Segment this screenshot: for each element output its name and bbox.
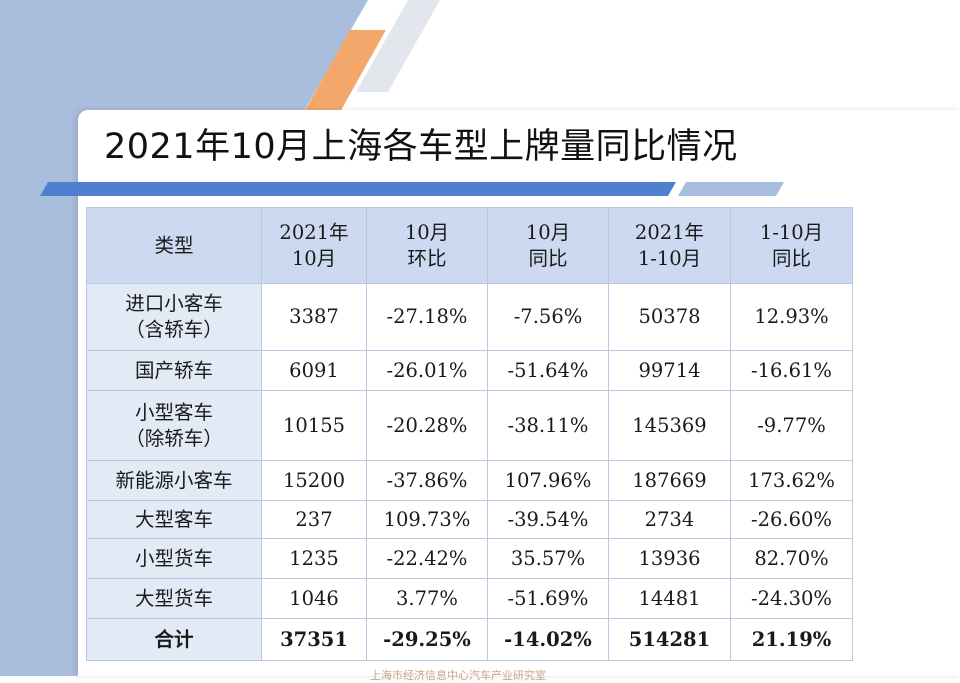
table-row: 大型客车 237 109.73% -39.54% 2734 -26.60%	[86, 500, 853, 539]
table-row: 进口小客车 （含轿车） 3387 -27.18% -7.56% 50378 12.…	[86, 283, 853, 351]
cell-ytd-yoy: -16.61%	[730, 350, 853, 391]
cell-oct: 6091	[261, 350, 367, 391]
header-yoy: 10月 同比	[487, 207, 609, 284]
cell-ytd: 13936	[608, 538, 731, 579]
top-blue-band	[0, 0, 368, 118]
cell-total-ytd: 514281	[608, 618, 731, 661]
cell-ytd: 145369	[608, 390, 731, 461]
cell-ytd-yoy: 12.93%	[730, 283, 853, 351]
cell-oct: 15200	[261, 460, 367, 501]
cell-total-yoy: -14.02%	[487, 618, 609, 661]
table-row: 国产轿车 6091 -26.01% -51.64% 99714 -16.61%	[86, 350, 853, 391]
cell-type: 大型货车	[86, 578, 262, 619]
cell-type: 国产轿车	[86, 350, 262, 391]
cell-yoy: -7.56%	[487, 283, 609, 351]
top-gray-stripe	[356, 0, 440, 92]
background-top-decoration	[0, 0, 440, 118]
table-row: 新能源小客车 15200 -37.86% 107.96% 187669 173.…	[86, 460, 853, 501]
cell-yoy: -39.54%	[487, 500, 609, 539]
page-title: 2021年10月上海各车型上牌量同比情况	[104, 127, 738, 167]
title-underline-bars	[40, 182, 784, 196]
cell-ytd: 50378	[608, 283, 731, 351]
cell-yoy: 35.57%	[487, 538, 609, 579]
cell-total-mom: -29.25%	[366, 618, 488, 661]
cell-oct: 1235	[261, 538, 367, 579]
underline-lightblue-bar	[678, 182, 784, 196]
cell-type: 大型客车	[86, 500, 262, 539]
cell-total-oct: 37351	[261, 618, 367, 661]
cell-mom: 109.73%	[366, 500, 488, 539]
source-footer: 上海市经济信息中心汽车产业研究室	[370, 669, 546, 682]
cell-ytd-yoy: -9.77%	[730, 390, 853, 461]
cell-ytd-yoy: -24.30%	[730, 578, 853, 619]
registration-table: 类型 2021年 10月 10月 环比 10月 同比 2021年 1-10月 1-10月…	[86, 207, 853, 661]
table-header-row: 类型 2021年 10月 10月 环比 10月 同比 2021年 1-10月 1-10月…	[86, 207, 853, 284]
cell-mom: -37.86%	[366, 460, 488, 501]
cell-total-label: 合计	[86, 618, 262, 661]
header-mom: 10月 环比	[366, 207, 488, 284]
table-row: 小型货车 1235 -22.42% 35.57% 13936 82.70%	[86, 538, 853, 579]
cell-oct: 1046	[261, 578, 367, 619]
cell-yoy: -51.69%	[487, 578, 609, 619]
cell-ytd-yoy: 173.62%	[730, 460, 853, 501]
cell-ytd-yoy: 82.70%	[730, 538, 853, 579]
table-row: 小型客车 （除轿车） 10155 -20.28% -38.11% 145369 -…	[86, 390, 853, 461]
underline-blue-bar	[40, 182, 676, 196]
cell-type: 进口小客车 （含轿车）	[86, 283, 262, 351]
cell-mom: 3.77%	[366, 578, 488, 619]
cell-mom: -27.18%	[366, 283, 488, 351]
cell-oct: 237	[261, 500, 367, 539]
cell-type: 小型客车 （除轿车）	[86, 390, 262, 461]
table-total-row: 合计 37351 -29.25% -14.02% 514281 21.19%	[86, 618, 853, 661]
cell-mom: -26.01%	[366, 350, 488, 391]
cell-mom: -20.28%	[366, 390, 488, 461]
cell-type: 小型货车	[86, 538, 262, 579]
cell-yoy: -38.11%	[487, 390, 609, 461]
cell-ytd: 187669	[608, 460, 731, 501]
header-oct: 2021年 10月	[261, 207, 367, 284]
cell-ytd-yoy: -26.60%	[730, 500, 853, 539]
header-ytd-yoy: 1-10月 同比	[730, 207, 853, 284]
cell-type: 新能源小客车	[86, 460, 262, 501]
cell-yoy: -51.64%	[487, 350, 609, 391]
cell-ytd: 14481	[608, 578, 731, 619]
cell-ytd: 99714	[608, 350, 731, 391]
table-row: 大型货车 1046 3.77% -51.69% 14481 -24.30%	[86, 578, 853, 619]
cell-mom: -22.42%	[366, 538, 488, 579]
cell-oct: 3387	[261, 283, 367, 351]
cell-total-ytd-yoy: 21.19%	[730, 618, 853, 661]
cell-yoy: 107.96%	[487, 460, 609, 501]
cell-ytd: 2734	[608, 500, 731, 539]
cell-oct: 10155	[261, 390, 367, 461]
header-type: 类型	[86, 207, 262, 284]
top-orange-stripe	[304, 30, 386, 112]
header-ytd: 2021年 1-10月	[608, 207, 731, 284]
